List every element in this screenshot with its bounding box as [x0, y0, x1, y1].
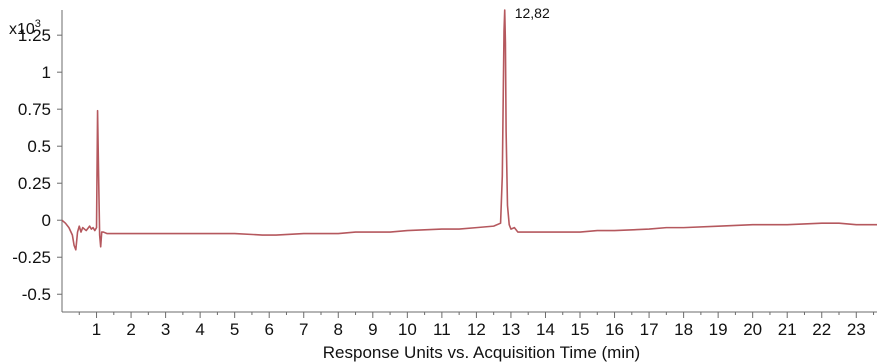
x-tick-label: 11 — [433, 320, 451, 339]
y-tick-label: 1 — [42, 63, 51, 82]
y-tick-label: 0.25 — [18, 174, 51, 193]
y-tick-label: 0.5 — [27, 137, 51, 156]
x-tick-label: 2 — [126, 320, 135, 339]
x-axis-title: Response Units vs. Acquisition Time (min… — [323, 343, 640, 362]
x-tick-label: 9 — [368, 320, 377, 339]
x-tick-label: 19 — [709, 320, 728, 339]
x-tick-label: 18 — [674, 320, 693, 339]
y-axis-multiplier-exponent: 3 — [35, 18, 41, 30]
x-tick-label: 17 — [640, 320, 659, 339]
x-tick-label: 5 — [230, 320, 239, 339]
x-tick-label: 20 — [743, 320, 762, 339]
x-tick-label: 7 — [299, 320, 308, 339]
y-axis-multiplier: x103 — [9, 18, 41, 38]
y-tick-label: 0.75 — [18, 100, 51, 119]
x-tick-label: 12 — [467, 320, 486, 339]
x-tick-label: 13 — [501, 320, 520, 339]
x-tick-label: 3 — [161, 320, 170, 339]
y-tick-label: 1.25 — [18, 26, 51, 45]
y-axis-multiplier-base: x10 — [9, 21, 35, 38]
x-axis-ticks: 1 2 3 4 5 6 7 8 9 10 11 12 13 14 15 16 17 18 19 20 21 22 23 — [78, 312, 875, 339]
x-tick-label: 10 — [398, 320, 417, 339]
y-tick-label: -0.5 — [22, 285, 51, 304]
peak-label: 12,82 — [515, 5, 550, 21]
y-axis-ticks: 1.25 1 0.75 0.5 0.25 0 -0.25 -0.5 — [12, 26, 62, 304]
x-tick-label: 15 — [571, 320, 590, 339]
x-tick-label: 6 — [264, 320, 273, 339]
x-tick-label: 4 — [195, 320, 204, 339]
chromatogram-trace — [61, 9, 877, 251]
x-tick-label: 21 — [778, 320, 797, 339]
x-tick-label: 14 — [536, 320, 555, 339]
y-tick-label: -0.25 — [12, 248, 51, 267]
y-tick-label: 0 — [42, 211, 51, 230]
x-tick-label: 8 — [334, 320, 343, 339]
x-tick-label: 23 — [847, 320, 866, 339]
x-tick-label: 16 — [605, 320, 624, 339]
x-tick-label: 1 — [92, 320, 101, 339]
x-tick-label: 22 — [812, 320, 831, 339]
